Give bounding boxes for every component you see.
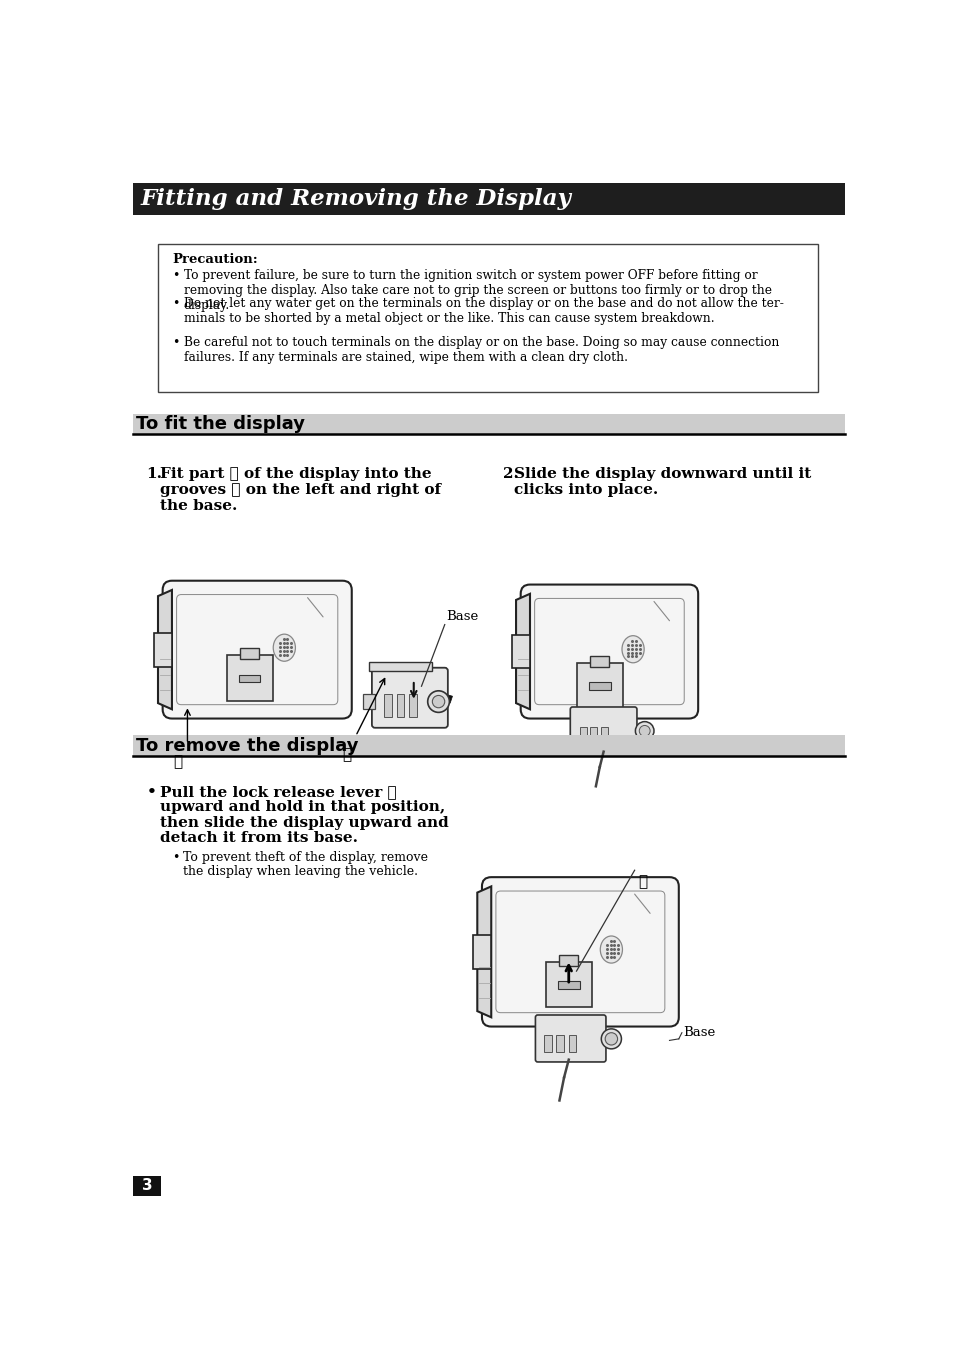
Polygon shape	[376, 675, 452, 703]
FancyBboxPatch shape	[240, 649, 258, 660]
FancyBboxPatch shape	[481, 877, 679, 1027]
Text: To remove the display: To remove the display	[136, 737, 358, 755]
FancyBboxPatch shape	[162, 581, 352, 718]
FancyBboxPatch shape	[558, 955, 578, 966]
Circle shape	[600, 1028, 620, 1049]
Text: Fit part ① of the display into the: Fit part ① of the display into the	[159, 466, 431, 481]
Text: the display when leaving the vehicle.: the display when leaving the vehicle.	[183, 864, 417, 878]
Circle shape	[427, 691, 449, 713]
FancyBboxPatch shape	[369, 661, 432, 671]
FancyBboxPatch shape	[535, 1015, 605, 1062]
Circle shape	[635, 722, 654, 740]
Text: Be careful not to touch terminals on the display or on the base. Doing so may ca: Be careful not to touch terminals on the…	[183, 336, 779, 364]
Text: Slide the display downward until it: Slide the display downward until it	[514, 466, 811, 481]
FancyBboxPatch shape	[133, 413, 843, 434]
Text: Base: Base	[682, 1026, 715, 1039]
Text: Fitting and Removing the Display: Fitting and Removing the Display	[141, 188, 571, 210]
FancyBboxPatch shape	[570, 707, 637, 753]
Circle shape	[639, 725, 649, 736]
FancyBboxPatch shape	[590, 728, 597, 744]
Text: 1.: 1.	[146, 466, 162, 481]
Text: then slide the display upward and: then slide the display upward and	[159, 816, 448, 829]
Text: To fit the display: To fit the display	[136, 416, 305, 434]
FancyBboxPatch shape	[520, 584, 698, 718]
FancyBboxPatch shape	[384, 694, 392, 717]
FancyBboxPatch shape	[473, 935, 491, 969]
FancyBboxPatch shape	[158, 244, 818, 392]
FancyBboxPatch shape	[133, 736, 843, 756]
FancyBboxPatch shape	[558, 981, 579, 989]
FancyBboxPatch shape	[363, 694, 375, 709]
Text: Do not let any water get on the terminals on the display or on the base and do n: Do not let any water get on the terminal…	[183, 297, 782, 325]
Text: ③: ③	[638, 875, 647, 889]
Circle shape	[604, 1033, 617, 1045]
Text: •: •	[172, 336, 179, 348]
Ellipse shape	[599, 936, 621, 963]
FancyBboxPatch shape	[154, 633, 172, 667]
FancyBboxPatch shape	[372, 668, 447, 728]
Text: ②: ②	[342, 748, 352, 762]
FancyBboxPatch shape	[600, 728, 608, 744]
FancyBboxPatch shape	[556, 1035, 563, 1051]
Text: 2.: 2.	[502, 466, 518, 481]
Polygon shape	[516, 593, 530, 709]
Polygon shape	[158, 589, 172, 709]
FancyBboxPatch shape	[543, 1035, 551, 1051]
FancyBboxPatch shape	[512, 634, 530, 668]
Ellipse shape	[273, 634, 295, 661]
Text: clicks into place.: clicks into place.	[514, 482, 659, 497]
FancyBboxPatch shape	[546, 962, 592, 1007]
FancyBboxPatch shape	[238, 675, 260, 683]
Text: To prevent failure, be sure to turn the ignition switch or system power OFF befo: To prevent failure, be sure to turn the …	[183, 268, 771, 312]
Text: detach it from its base.: detach it from its base.	[159, 831, 357, 846]
Text: upward and hold in that position,: upward and hold in that position,	[159, 801, 444, 814]
Text: Base: Base	[446, 610, 478, 623]
Text: grooves ② on the left and right of: grooves ② on the left and right of	[159, 482, 440, 497]
Text: 3: 3	[142, 1179, 152, 1194]
Text: To prevent theft of the display, remove: To prevent theft of the display, remove	[183, 851, 427, 864]
Text: •: •	[172, 851, 179, 864]
Text: Pull the lock release lever ③: Pull the lock release lever ③	[159, 785, 395, 798]
FancyBboxPatch shape	[577, 663, 622, 709]
FancyBboxPatch shape	[133, 1176, 161, 1196]
FancyBboxPatch shape	[579, 728, 586, 744]
FancyBboxPatch shape	[227, 656, 273, 701]
Text: •: •	[172, 268, 179, 282]
FancyBboxPatch shape	[396, 694, 404, 717]
Text: the base.: the base.	[159, 499, 236, 514]
FancyBboxPatch shape	[409, 694, 416, 717]
Polygon shape	[476, 886, 491, 1018]
FancyBboxPatch shape	[568, 1035, 576, 1051]
Text: •: •	[172, 297, 179, 310]
FancyBboxPatch shape	[590, 656, 608, 667]
Text: ①: ①	[173, 756, 182, 770]
Text: •: •	[146, 785, 156, 798]
Ellipse shape	[621, 635, 643, 663]
FancyBboxPatch shape	[588, 683, 610, 690]
FancyBboxPatch shape	[133, 183, 843, 215]
Text: Precaution:: Precaution:	[172, 253, 257, 267]
Circle shape	[432, 695, 444, 707]
